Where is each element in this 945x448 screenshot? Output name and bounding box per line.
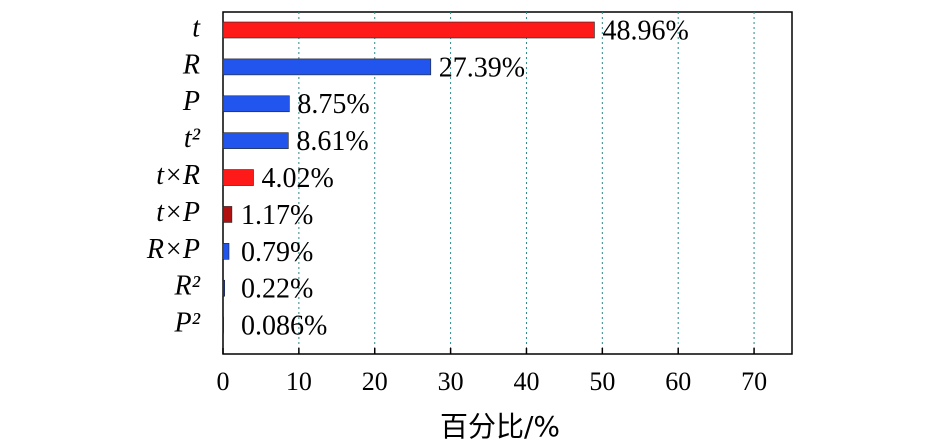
category-label: P — [182, 86, 200, 117]
x-tick-label: 60 — [665, 367, 691, 396]
value-label: 8.61% — [296, 126, 368, 157]
bar — [222, 279, 225, 297]
bar — [222, 243, 230, 260]
value-label: 8.75% — [297, 89, 369, 120]
x-tick-label: 20 — [362, 367, 388, 396]
x-tick-label: 70 — [741, 367, 767, 396]
bar — [222, 95, 290, 113]
value-label: 0.22% — [241, 274, 313, 305]
category-label: R×P — [146, 234, 200, 265]
category-label: R — [182, 49, 200, 80]
value-label: 0.79% — [241, 237, 313, 268]
x-axis-label: 百分比/% — [440, 410, 560, 443]
bar — [222, 206, 233, 223]
x-tick-label: 0 — [217, 367, 230, 396]
category-label: P² — [174, 308, 201, 339]
x-tick-label: 40 — [513, 367, 539, 396]
bar — [222, 169, 254, 186]
value-label: 27.39% — [439, 52, 525, 83]
x-tick-label: 50 — [589, 367, 615, 396]
category-label: t×P — [156, 197, 200, 228]
category-label: t×R — [156, 160, 200, 191]
category-label: t² — [184, 123, 201, 154]
value-label: 0.086% — [241, 311, 327, 342]
category-label: t — [192, 12, 201, 43]
x-tick-label: 10 — [286, 367, 312, 396]
value-label: 48.96% — [602, 15, 688, 46]
bar — [222, 316, 224, 334]
value-label: 1.17% — [241, 200, 313, 231]
category-label: R² — [174, 271, 201, 302]
bar — [222, 132, 289, 149]
bar — [222, 58, 432, 76]
x-tick-label: 30 — [438, 367, 464, 396]
value-label: 4.02% — [261, 163, 333, 194]
bar — [222, 21, 595, 39]
